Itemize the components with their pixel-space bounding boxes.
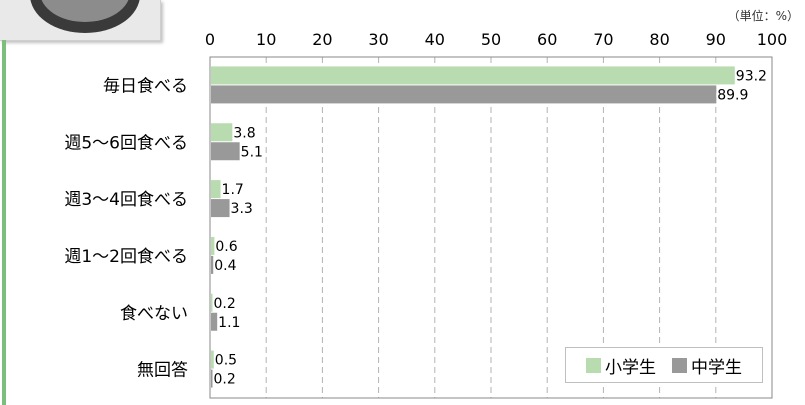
bar-5-1 [211,369,213,388]
category-label-1: 週5～6回食べる [64,133,188,153]
legend-swatch-junior-high [672,357,687,373]
data-label-1-0: 3.8 [233,125,255,141]
x-tick-label-20: 20 [312,30,332,49]
x-tick-label-60: 60 [537,30,557,49]
data-label-3-0: 0.6 [215,239,237,255]
legend-label-elementary: 小学生 [605,357,656,378]
data-label-0-1: 89.9 [717,87,748,103]
bar-2-0 [211,180,221,199]
legend-swatch-elementary [586,357,601,373]
x-tick-label-30: 30 [368,30,388,49]
category-label-4: 食べない [120,304,188,324]
data-label-5-0: 0.5 [215,353,237,369]
x-tick-label-40: 40 [425,30,445,49]
category-label-0: 毎日食べる [103,76,188,96]
bar-1-1 [211,142,240,161]
bar-3-0 [211,236,215,255]
data-label-0-0: 93.2 [736,68,767,84]
x-tick-label-100: 100 [757,30,788,49]
bar-1-0 [211,123,233,142]
left-accent-rule [2,40,6,405]
bar-0-0 [211,66,735,85]
bar-3-1 [211,255,214,274]
category-label-5: 無回答 [137,361,188,381]
x-tick-label-80: 80 [649,30,669,49]
data-label-2-1: 3.3 [231,201,253,217]
bar-4-1 [211,312,218,331]
data-label-1-1: 5.1 [241,144,263,160]
data-label-3-1: 0.4 [214,258,236,274]
x-tick-label-10: 10 [256,30,276,49]
bar-0-1 [211,85,717,104]
plot-area-border [209,56,773,399]
bar-5-0 [211,350,214,369]
legend-label-junior-high: 中学生 [691,357,742,378]
data-label-5-1: 0.2 [214,372,236,388]
x-tick-label-0: 0 [205,30,215,49]
unit-label: （単位：%） [727,9,799,23]
x-tick-label-70: 70 [593,30,613,49]
bowl-photo-icon [0,0,160,40]
legend-item-elementary: 小学生 [586,353,656,378]
x-tick-label-90: 90 [706,30,726,49]
bar-4-0 [211,293,213,312]
photo-thumbnail [0,0,161,41]
category-label-3: 週1～2回食べる [64,247,188,267]
bar-2-1 [211,199,230,218]
data-label-4-1: 1.1 [218,315,240,331]
x-tick-label-50: 50 [481,30,501,49]
legend: 小学生 中学生 [565,347,763,383]
data-label-2-0: 1.7 [222,182,244,198]
category-label-2: 週3～4回食べる [64,190,188,210]
legend-item-junior-high: 中学生 [672,353,742,378]
data-label-4-0: 0.2 [214,296,236,312]
